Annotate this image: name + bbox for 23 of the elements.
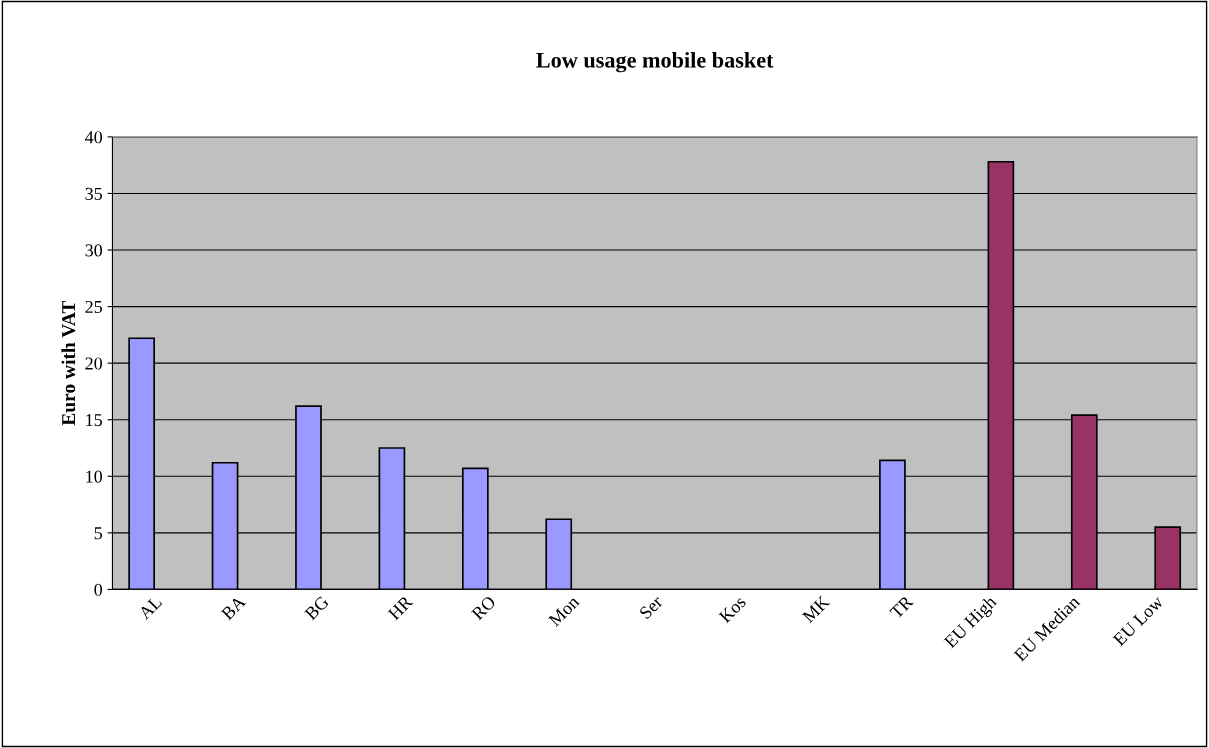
x-tick-label: BG — [304, 595, 330, 621]
y-tick-label: 15 — [86, 414, 103, 427]
y-axis-title: Euro with VAT — [61, 300, 76, 426]
x-tick-label: TR — [889, 594, 914, 620]
y-tick-label: 40 — [85, 131, 103, 144]
y-tick-label: 0 — [94, 583, 103, 596]
x-tick-label: BA — [220, 594, 247, 621]
x-tick-label: AL — [137, 595, 163, 621]
x-tick-label: Kos — [718, 595, 747, 624]
y-tick-label: 30 — [85, 244, 103, 257]
y-tick-label: 35 — [85, 187, 103, 200]
x-tick-label: HR — [387, 594, 414, 621]
x-tick-label: MK — [801, 594, 831, 624]
y-tick-label: 25 — [85, 300, 103, 314]
x-tick-label: Mon — [548, 594, 581, 628]
x-tick-label: EU Low — [1112, 594, 1165, 647]
y-tick-label: 5 — [94, 527, 103, 540]
y-tick-label: 10 — [86, 470, 103, 483]
x-tick-label: RO — [470, 595, 497, 621]
y-tick-label: 20 — [85, 357, 103, 370]
chart-title: Low usage mobile basket — [536, 52, 774, 73]
x-tick-label: Ser — [638, 594, 664, 620]
x-tick-label: EU High — [942, 594, 1000, 652]
